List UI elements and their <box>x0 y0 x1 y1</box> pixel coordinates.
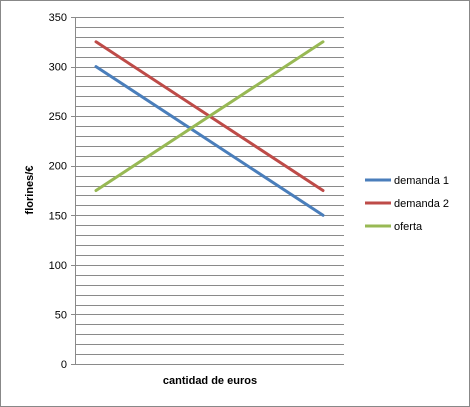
series-line-demanda-1 <box>94 65 325 217</box>
legend-label-oferta: oferta <box>394 221 423 233</box>
y-axis-title: florines/€ <box>24 166 36 215</box>
y-tick-label: 0 <box>61 359 67 371</box>
y-tick-label: 50 <box>55 309 67 321</box>
legend-label-demanda-2: demanda 2 <box>394 198 449 210</box>
y-tick-label: 200 <box>49 161 67 173</box>
y-tick-label: 150 <box>49 210 67 222</box>
x-axis-title: cantidad de euros <box>163 375 257 387</box>
y-tick-label: 250 <box>49 111 67 123</box>
gridlines <box>75 17 344 365</box>
series-lines <box>94 40 325 217</box>
y-tick-label: 100 <box>49 260 67 272</box>
series-line-oferta <box>94 40 325 192</box>
y-tick-label: 300 <box>49 62 67 74</box>
legend: demanda 1 demanda 2 oferta <box>365 175 449 233</box>
y-tick-labels: 0 50 100 150 200 250 300 350 <box>49 12 67 371</box>
legend-label-demanda-1: demanda 1 <box>394 175 449 187</box>
axes <box>71 17 344 365</box>
y-tick-label: 350 <box>49 12 67 24</box>
